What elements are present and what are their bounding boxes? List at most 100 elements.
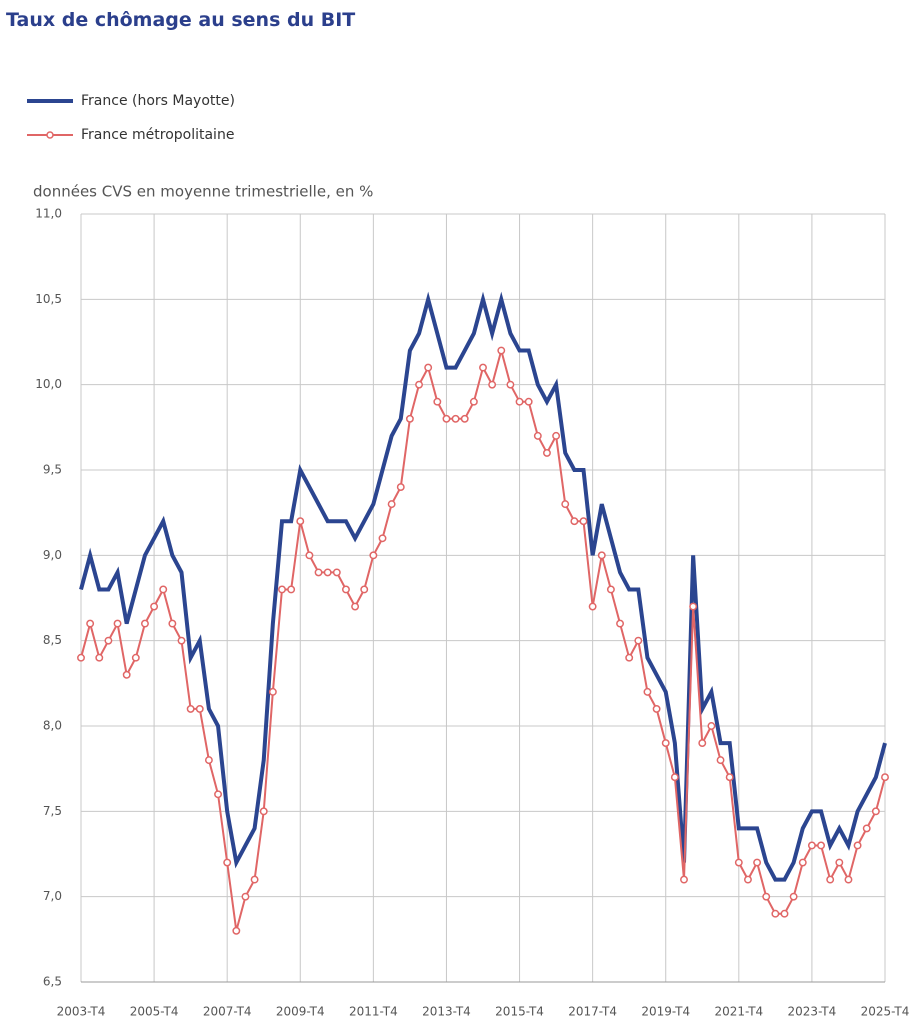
point-marker	[360, 585, 369, 594]
point-marker	[725, 773, 734, 782]
legend-label: France (hors Mayotte)	[81, 93, 235, 109]
point-marker	[789, 892, 798, 901]
point-marker	[817, 841, 825, 850]
y-tick-label: 8,5	[43, 633, 62, 647]
x-tick-label: 2021-T4	[714, 1005, 763, 1019]
point-marker	[287, 585, 296, 594]
y-tick-label: 7,5	[43, 804, 62, 818]
point-marker	[141, 619, 149, 628]
point-marker	[570, 517, 579, 526]
point-marker	[186, 704, 195, 713]
point-marker	[771, 909, 780, 918]
point-marker	[396, 483, 405, 492]
point-marker	[378, 534, 387, 543]
point-marker	[424, 363, 433, 372]
point-marker	[479, 363, 487, 372]
point-marker	[588, 602, 597, 611]
point-marker	[616, 619, 624, 628]
point-marker	[369, 551, 378, 560]
x-tick-label: 2009-T4	[276, 1005, 325, 1019]
y-tick-label: 8,0	[43, 719, 62, 733]
point-marker	[323, 568, 332, 577]
point-marker	[405, 414, 414, 423]
x-tick-label: 2017-T4	[568, 1005, 617, 1019]
point-marker	[259, 807, 268, 816]
point-marker	[168, 619, 177, 628]
chart-title: Taux de chômage au sens du BIT	[6, 9, 355, 31]
x-tick-label: 2013-T4	[422, 1005, 471, 1019]
point-marker	[753, 858, 762, 867]
point-marker	[442, 414, 451, 423]
point-marker	[826, 875, 835, 884]
x-tick-label: 2005-T4	[130, 1005, 179, 1019]
point-marker	[871, 807, 880, 816]
point-marker	[533, 431, 542, 440]
point-marker	[131, 653, 140, 662]
x-tick-label: 2007-T4	[203, 1005, 252, 1019]
point-marker	[223, 858, 232, 867]
point-marker	[305, 551, 314, 560]
x-tick-label: 2003-T4	[57, 1005, 106, 1019]
point-marker	[387, 500, 396, 509]
point-marker	[113, 619, 122, 628]
point-marker	[625, 653, 634, 662]
y-tick-label: 9,5	[43, 463, 62, 477]
point-marker	[707, 722, 716, 730]
point-marker	[451, 414, 460, 423]
point-marker	[643, 687, 652, 696]
point-marker	[159, 585, 168, 594]
point-marker	[86, 619, 95, 628]
point-marker	[853, 841, 862, 850]
point-marker	[780, 909, 789, 918]
point-marker	[798, 858, 807, 867]
x-tick-label: 2025-T4	[861, 1005, 910, 1019]
point-marker	[342, 585, 350, 594]
point-marker	[734, 858, 743, 867]
y-tick-label: 9,0	[43, 548, 62, 562]
point-marker	[122, 670, 131, 679]
point-marker	[862, 824, 871, 833]
point-marker	[95, 653, 104, 662]
point-marker	[661, 739, 670, 748]
x-tick-label: 2011-T4	[349, 1005, 398, 1019]
point-marker	[460, 414, 469, 423]
legend-marker	[46, 131, 54, 139]
point-marker	[881, 773, 889, 782]
point-marker	[488, 380, 497, 389]
x-tick-label: 2015-T4	[495, 1005, 544, 1019]
point-marker	[515, 397, 524, 406]
point-marker	[469, 397, 478, 406]
point-marker	[524, 397, 533, 406]
point-marker	[744, 875, 752, 884]
point-marker	[762, 892, 771, 901]
point-marker	[296, 517, 305, 526]
x-tick-label: 2019-T4	[641, 1005, 690, 1019]
point-marker	[332, 568, 341, 577]
point-marker	[807, 841, 816, 850]
point-marker	[195, 704, 204, 713]
point-marker	[204, 756, 213, 765]
point-marker	[433, 397, 442, 406]
point-marker	[415, 380, 423, 389]
point-marker	[606, 585, 615, 594]
point-marker	[579, 517, 588, 526]
point-marker	[561, 500, 570, 509]
point-marker	[716, 756, 725, 765]
point-marker	[232, 926, 241, 935]
point-marker	[150, 602, 159, 611]
point-marker	[268, 687, 277, 696]
point-marker	[597, 551, 606, 560]
y-tick-label: 7,0	[43, 889, 62, 903]
point-marker	[177, 636, 186, 645]
point-marker	[698, 739, 707, 748]
point-marker	[241, 892, 250, 901]
x-tick-label: 2023-T4	[788, 1005, 837, 1019]
series-line	[79, 291, 887, 882]
point-marker	[497, 346, 506, 355]
point-marker	[278, 585, 286, 594]
point-marker	[634, 636, 643, 645]
y-tick-label: 6,5	[43, 975, 62, 989]
point-marker	[835, 858, 844, 867]
point-marker	[689, 602, 698, 611]
